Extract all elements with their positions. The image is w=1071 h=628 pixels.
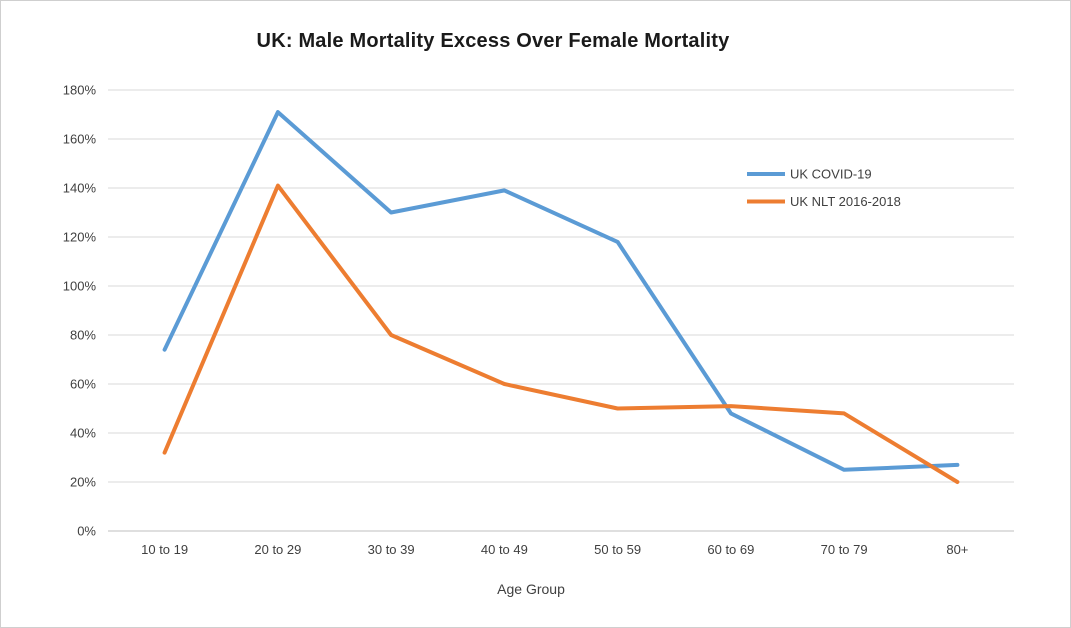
x-tick-label: 80+: [946, 542, 968, 557]
x-tick-label: 30 to 39: [368, 542, 415, 557]
x-tick-label: 70 to 79: [821, 542, 868, 557]
x-tick-label: 60 to 69: [707, 542, 754, 557]
y-tick-label: 160%: [63, 132, 97, 147]
x-tick-label: 10 to 19: [141, 542, 188, 557]
y-tick-label: 80%: [70, 328, 96, 343]
x-tick-label: 20 to 29: [254, 542, 301, 557]
y-tick-label: 0%: [77, 524, 96, 539]
x-tick-label: 50 to 59: [594, 542, 641, 557]
legend-label-uk-covid-19: UK COVID-19: [790, 167, 872, 182]
chart-title: UK: Male Mortality Excess Over Female Mo…: [256, 30, 730, 52]
x-axis-title: Age Group: [497, 581, 565, 597]
series-line-uk-covid-19: [162, 110, 960, 472]
x-tick-label: 40 to 49: [481, 542, 528, 557]
y-tick-label: 180%: [63, 83, 97, 98]
y-tick-label: 140%: [63, 181, 97, 196]
y-tick-label: 40%: [70, 426, 96, 441]
y-tick-label: 100%: [63, 279, 97, 294]
legend-label-uk-nlt-2016-2018: UK NLT 2016-2018: [790, 194, 901, 209]
series-line-uk-nlt-2016-2018: [162, 183, 960, 484]
y-tick-label: 120%: [63, 230, 97, 245]
y-tick-label: 20%: [70, 475, 96, 490]
y-tick-label: 60%: [70, 377, 96, 392]
